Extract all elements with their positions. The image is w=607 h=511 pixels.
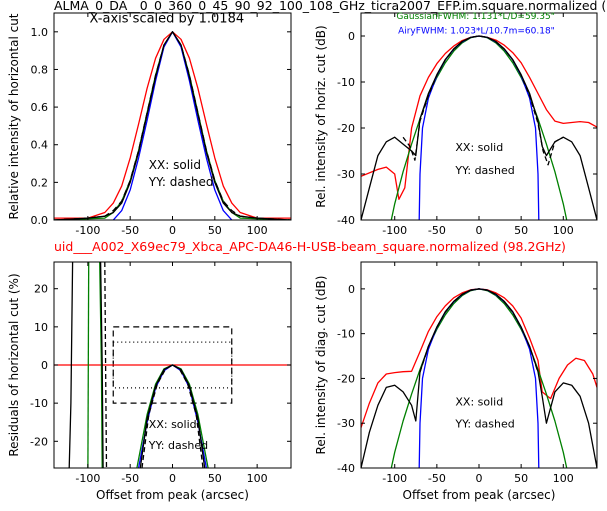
series-line <box>99 262 103 468</box>
x-tick-label: 50 <box>514 472 528 485</box>
y-tick-label: -20 <box>337 372 355 385</box>
x-tick-label: 100 <box>553 472 574 485</box>
y-tick-label: 0 <box>41 359 48 372</box>
annotation: XX: solid <box>149 418 197 431</box>
annotation: YY: dashed <box>454 418 514 431</box>
y-tick-label: -30 <box>337 168 355 181</box>
annotation: YY: dashed <box>148 439 208 452</box>
x-tick-label: 0 <box>476 224 483 237</box>
series-line <box>54 31 291 220</box>
series-line <box>390 288 568 468</box>
y-axis-label: Rel. intensity of diag. cut (dB) <box>314 276 328 455</box>
x-tick-label: 100 <box>247 224 268 237</box>
series-group <box>54 31 291 220</box>
y-tick-label: -20 <box>30 435 48 448</box>
series-line <box>141 364 204 468</box>
series-line <box>99 262 104 468</box>
y-axis-label: Rel. intensity of horiz. cut (dB) <box>314 25 328 207</box>
x-axis-label: Offset from peak (arcsec) <box>96 488 249 502</box>
x-tick-label: 100 <box>247 472 268 485</box>
series-group <box>361 35 597 220</box>
x-tick-label: -50 <box>428 224 446 237</box>
y-tick-label: 0.8 <box>31 63 49 76</box>
y-tick-label: 0.6 <box>31 101 49 114</box>
x-tick-label: -50 <box>121 472 139 485</box>
x-tick-label: -100 <box>75 224 100 237</box>
y-tick-label: 0.0 <box>31 214 49 227</box>
annotation: YY: dashed <box>454 164 514 177</box>
y-tick-label: -40 <box>337 462 355 475</box>
y-tick-label: -10 <box>337 76 355 89</box>
y-tick-label: -40 <box>337 214 355 227</box>
x-tick-label: 50 <box>208 224 222 237</box>
panel-p1: -100 -50 0 50 100 0.0 0.2 0.4 0.6 0.8 1.0 Relative … <box>7 11 292 237</box>
series-line <box>54 31 291 220</box>
series-line <box>87 262 90 468</box>
annotation: AiryFWHM: 1.023*L/10.7m=60.18" <box>398 27 555 37</box>
x-tick-label: 0 <box>169 224 176 237</box>
annotation: X-axis scaled by 1.0184 <box>90 11 245 26</box>
x-tick-label: 0 <box>169 472 176 485</box>
x-tick-label: 50 <box>208 472 222 485</box>
annotation: XX: solid <box>149 158 201 172</box>
y-tick-label: -10 <box>337 328 355 341</box>
series-line <box>390 35 568 220</box>
x-tick-label: -50 <box>428 472 446 485</box>
series-line <box>104 262 108 468</box>
x-tick-label: -50 <box>121 224 139 237</box>
series-group <box>361 288 597 468</box>
series-line <box>419 288 539 373</box>
figure-subtitle: uid___A002_X69ec79_Xbca_APC-DA46-H-USB-b… <box>54 239 566 254</box>
y-tick-label: 1.0 <box>31 26 49 39</box>
figure-title: ALMA_0_DA__0_0_360_0_45_90_92_100_108_GH… <box>54 0 607 13</box>
series-line <box>139 364 206 468</box>
x-tick-label: 100 <box>553 224 574 237</box>
x-tick-label: -100 <box>382 224 407 237</box>
x-axis-label: Offset from peak (arcsec) <box>403 488 556 502</box>
series-line <box>361 35 597 220</box>
x-tick-label: -100 <box>382 472 407 485</box>
annotation: XX: solid <box>455 395 503 408</box>
series-line <box>68 262 74 468</box>
x-tick-label: 50 <box>514 224 528 237</box>
y-tick-label: 0 <box>348 283 355 296</box>
y-tick-label: 0.2 <box>31 176 49 189</box>
plots-group: -100 -50 0 50 1000.00.20.40.60.81.0Relative … <box>7 11 598 502</box>
y-tick-label: 0 <box>348 30 355 43</box>
series-line <box>54 31 291 219</box>
annotation: XX: solid <box>455 141 503 154</box>
y-tick-label: 10 <box>34 321 48 334</box>
series-line <box>112 31 233 220</box>
y-axis-label: Relative intensity of horizontal cut <box>7 13 21 219</box>
plot-frame <box>360 261 598 469</box>
series-line <box>402 35 564 166</box>
y-tick-label: 20 <box>34 283 48 296</box>
y-axis-label: Residuals of horizontal cut (%) <box>7 273 21 456</box>
series-line <box>361 288 597 468</box>
x-tick-label: -100 <box>75 472 100 485</box>
series-group <box>54 262 291 468</box>
y-tick-label: 0.4 <box>31 139 49 152</box>
plot-frame <box>360 12 598 221</box>
x-tick-label: 0 <box>476 472 483 485</box>
y-tick-label: -10 <box>30 397 48 410</box>
series-line <box>54 31 291 220</box>
y-tick-label: -30 <box>337 417 355 430</box>
y-tick-label: -20 <box>337 122 355 135</box>
annotation: YY: dashed <box>148 175 214 189</box>
annotation: GaussianFWHM: 1.131*L/D=59.35" <box>396 12 554 22</box>
